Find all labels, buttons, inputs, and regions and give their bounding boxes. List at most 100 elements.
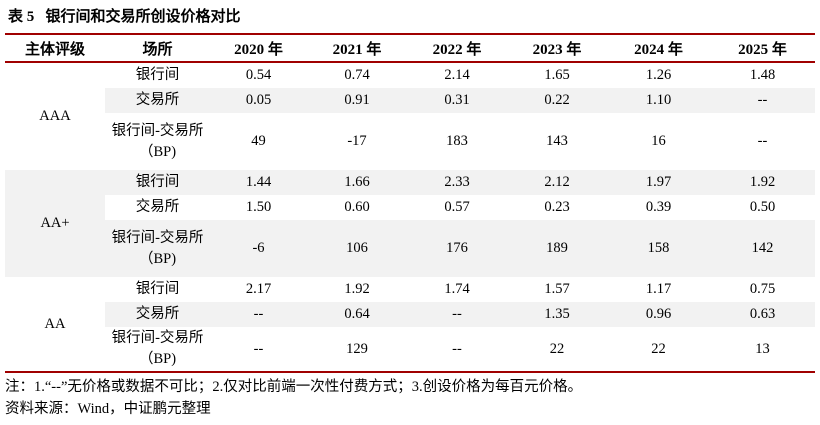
header-year-2020: 2020 年 bbox=[234, 41, 283, 58]
value-cell: 2.17 bbox=[245, 281, 272, 297]
value-cell: 183 bbox=[446, 133, 468, 149]
value-cell: -- bbox=[210, 302, 307, 327]
table-row: 交易所 1.50 0.60 0.57 0.23 0.39 0.50 bbox=[5, 195, 815, 220]
venue-label-line: 交易所 bbox=[135, 199, 180, 215]
data-source: 资料来源：Wind，中证鹏元整理 bbox=[5, 401, 211, 417]
value-cell: 1.57 bbox=[544, 281, 570, 297]
venue-cell: 交易所 bbox=[105, 88, 210, 113]
venue-label-line: 银行间 bbox=[135, 174, 180, 190]
value-cell: 2.12 bbox=[507, 170, 607, 195]
value-cell: 22 bbox=[651, 340, 666, 357]
value-cell: 1.17 bbox=[645, 281, 672, 297]
header-year-2025: 2025 年 bbox=[738, 41, 787, 58]
value-cell: 106 bbox=[307, 220, 407, 277]
venue-cell: 交易所 bbox=[105, 195, 210, 220]
value-cell: 176 bbox=[407, 220, 507, 277]
value-cell: 0.63 bbox=[710, 302, 815, 327]
venue-label-line: 银行间 bbox=[135, 67, 180, 83]
header-year-2022: 2022 年 bbox=[432, 41, 482, 58]
venue-label-line: 交易所 bbox=[135, 306, 180, 322]
value-cell: 0.64 bbox=[307, 302, 407, 327]
venue-cell: 银行间 bbox=[105, 277, 210, 302]
value-cell: -- bbox=[710, 88, 815, 113]
value-cell: 0.74 bbox=[344, 67, 370, 83]
value-cell: -- bbox=[757, 133, 768, 149]
rating-cell: AA bbox=[44, 315, 66, 332]
value-cell: 129 bbox=[346, 340, 368, 357]
price-comparison-table: 主体评级 场所 2020 年 2021 年 2022 年 2023 年 2024… bbox=[5, 33, 815, 373]
table-notes: 注：1.“--”无价格或数据不可比；2.仅对比前端一次性付费方式；3.创设价格为… bbox=[5, 379, 583, 395]
rating-cell: AAA bbox=[39, 108, 71, 124]
value-cell: -- bbox=[407, 302, 507, 327]
value-cell: -- bbox=[452, 340, 462, 357]
venue-cell: 银行间-交易所 （BP) bbox=[105, 113, 210, 170]
table-row: 银行间-交易所 （BP) -6 106 176 189 158 142 bbox=[5, 220, 815, 277]
value-cell: 1.92 bbox=[344, 281, 370, 297]
value-cell: 0.57 bbox=[444, 199, 470, 215]
table-row: AA 银行间 2.17 1.92 1.74 1.57 1.17 0.75 bbox=[5, 277, 815, 332]
value-cell: 1.44 bbox=[210, 170, 307, 195]
value-cell: 0.05 bbox=[210, 88, 307, 113]
value-cell: 0.22 bbox=[507, 88, 607, 113]
table-row: AA+ 银行间 1.44 1.66 2.33 2.12 1.97 1.92 bbox=[5, 170, 815, 277]
value-cell: 0.31 bbox=[407, 88, 507, 113]
venue-label-line: 银行间 bbox=[135, 281, 180, 297]
venue-cell: 银行间-交易所 （BP) bbox=[105, 327, 210, 372]
value-cell: 1.10 bbox=[607, 88, 710, 113]
value-cell: 2.33 bbox=[407, 170, 507, 195]
value-cell: 1.50 bbox=[245, 199, 272, 215]
value-cell: 0.96 bbox=[607, 302, 710, 327]
header-venue: 场所 bbox=[142, 41, 173, 58]
value-cell: 0.23 bbox=[544, 199, 570, 215]
value-cell: 142 bbox=[710, 220, 815, 277]
value-cell: 0.60 bbox=[344, 199, 370, 215]
value-cell: 0.50 bbox=[749, 199, 776, 215]
value-cell: 1.92 bbox=[710, 170, 815, 195]
rating-cell: AA+ bbox=[5, 170, 105, 277]
value-cell: 0.54 bbox=[245, 67, 272, 83]
venue-cell: 交易所 bbox=[105, 302, 210, 327]
header-year-2023: 2023 年 bbox=[532, 41, 582, 58]
value-cell: 1.26 bbox=[645, 67, 672, 83]
table-title: 表 5 银行间和交易所创设价格对比 bbox=[8, 9, 241, 25]
value-cell: 2.14 bbox=[444, 67, 470, 83]
table-row: 银行间-交易所 （BP) -- 129 -- 22 22 13 bbox=[5, 327, 815, 372]
value-cell: 0.91 bbox=[307, 88, 407, 113]
venue-cell: 银行间 bbox=[105, 62, 210, 88]
header-row: 主体评级 场所 2020 年 2021 年 2022 年 2023 年 2024… bbox=[5, 34, 815, 62]
venue-label-line: 银行间-交易所 bbox=[111, 122, 204, 139]
value-cell: 49 bbox=[251, 133, 266, 149]
table-row: 交易所 0.05 0.91 0.31 0.22 1.10 -- bbox=[5, 88, 815, 113]
venue-label-line: （BP) bbox=[138, 250, 177, 267]
value-cell: 189 bbox=[507, 220, 607, 277]
venue-label-line: 交易所 bbox=[135, 92, 180, 108]
value-cell: 13 bbox=[755, 340, 770, 357]
venue-label-line: 银行间-交易所 bbox=[111, 229, 204, 246]
value-cell: 1.35 bbox=[507, 302, 607, 327]
table-row: 银行间-交易所 （BP) 49 -17 183 143 16 -- bbox=[5, 113, 815, 170]
header-year-2021: 2021 年 bbox=[332, 41, 382, 58]
venue-label-line: （BP) bbox=[138, 351, 177, 367]
value-cell: 1.65 bbox=[544, 67, 570, 83]
value-cell: -6 bbox=[210, 220, 307, 277]
table-row: AAA 银行间 0.54 0.74 2.14 1.65 1.26 1.48 bbox=[5, 62, 815, 124]
header-year-2024: 2024 年 bbox=[634, 41, 683, 58]
table-row: 交易所 -- 0.64 -- 1.35 0.96 0.63 bbox=[5, 302, 815, 327]
venue-label-line: （BP) bbox=[138, 143, 177, 160]
value-cell: 1.66 bbox=[307, 170, 407, 195]
venue-cell: 银行间 bbox=[105, 170, 210, 195]
value-cell: 143 bbox=[546, 133, 568, 149]
header-rating: 主体评级 bbox=[24, 41, 85, 58]
value-cell: 22 bbox=[549, 340, 565, 357]
value-cell: 0.75 bbox=[749, 281, 776, 297]
value-cell: 0.39 bbox=[645, 199, 672, 215]
value-cell: 1.74 bbox=[444, 281, 470, 297]
value-cell: 16 bbox=[651, 133, 666, 149]
value-cell: 1.48 bbox=[749, 67, 776, 83]
venue-label-line: 银行间-交易所 bbox=[111, 330, 204, 346]
value-cell: 158 bbox=[607, 220, 710, 277]
venue-cell: 银行间-交易所 （BP) bbox=[105, 220, 210, 277]
value-cell: -17 bbox=[347, 133, 367, 149]
value-cell: -- bbox=[253, 340, 264, 357]
value-cell: 1.97 bbox=[607, 170, 710, 195]
